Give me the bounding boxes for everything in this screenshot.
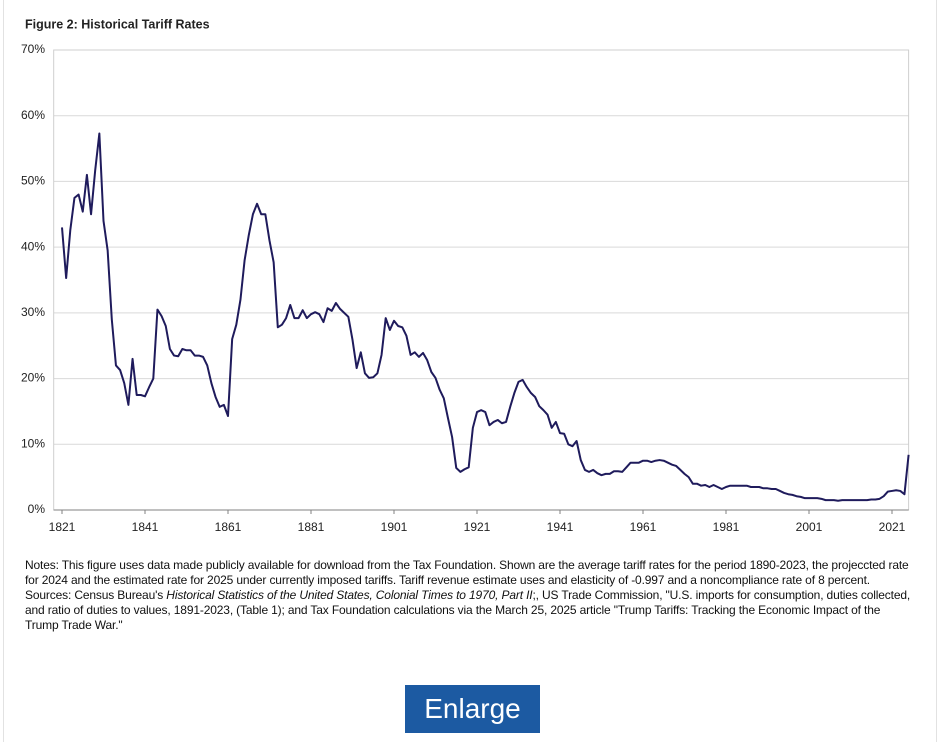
- sources-part: ;, US Trade Commission, "U.S. imports fo…: [25, 588, 911, 632]
- x-tick-label: 1841: [132, 520, 159, 534]
- x-tick-label: 1941: [547, 520, 574, 534]
- sources-italic: Historical Statistics of the United Stat…: [166, 588, 533, 602]
- x-tick-label: 1961: [630, 520, 657, 534]
- y-tick-label: 70%: [21, 42, 45, 56]
- y-tick-label: 40%: [21, 239, 45, 253]
- sources-part: Sources: Census Bureau's: [25, 588, 167, 602]
- chart-title: Figure 2: Historical Tariff Rates: [25, 17, 210, 31]
- page-frame: [3, 0, 937, 742]
- x-tick-label: 1981: [713, 520, 740, 534]
- notes-text: Notes: This figure uses data made public…: [25, 558, 909, 587]
- x-tick-label: 1821: [49, 520, 76, 534]
- y-tick-label: 20%: [21, 371, 45, 385]
- x-tick-label: 1861: [215, 520, 242, 534]
- y-tick-label: 10%: [21, 436, 45, 450]
- plot-frame: [53, 49, 910, 511]
- y-tick-label: 30%: [21, 305, 45, 319]
- y-tick-label: 50%: [21, 174, 45, 188]
- y-tick-label: 60%: [21, 108, 45, 122]
- notes: Notes: This figure uses data made public…: [25, 558, 915, 633]
- y-tick-label: 0%: [28, 502, 46, 516]
- chart: Figure 2: Historical Tariff Rates 0% 10% 2…: [21, 17, 910, 534]
- data-line: [61, 132, 910, 502]
- x-tick-label: 1881: [298, 520, 325, 534]
- sources-text: Sources: Census Bureau's Historical Stat…: [25, 588, 915, 633]
- x-tick-label: 1901: [381, 520, 408, 534]
- enlarge-button[interactable]: Enlarge: [405, 685, 540, 733]
- x-tick-label: 2021: [879, 520, 906, 534]
- x-tick-label: 1921: [464, 520, 491, 534]
- x-tick-label: 2001: [796, 520, 823, 534]
